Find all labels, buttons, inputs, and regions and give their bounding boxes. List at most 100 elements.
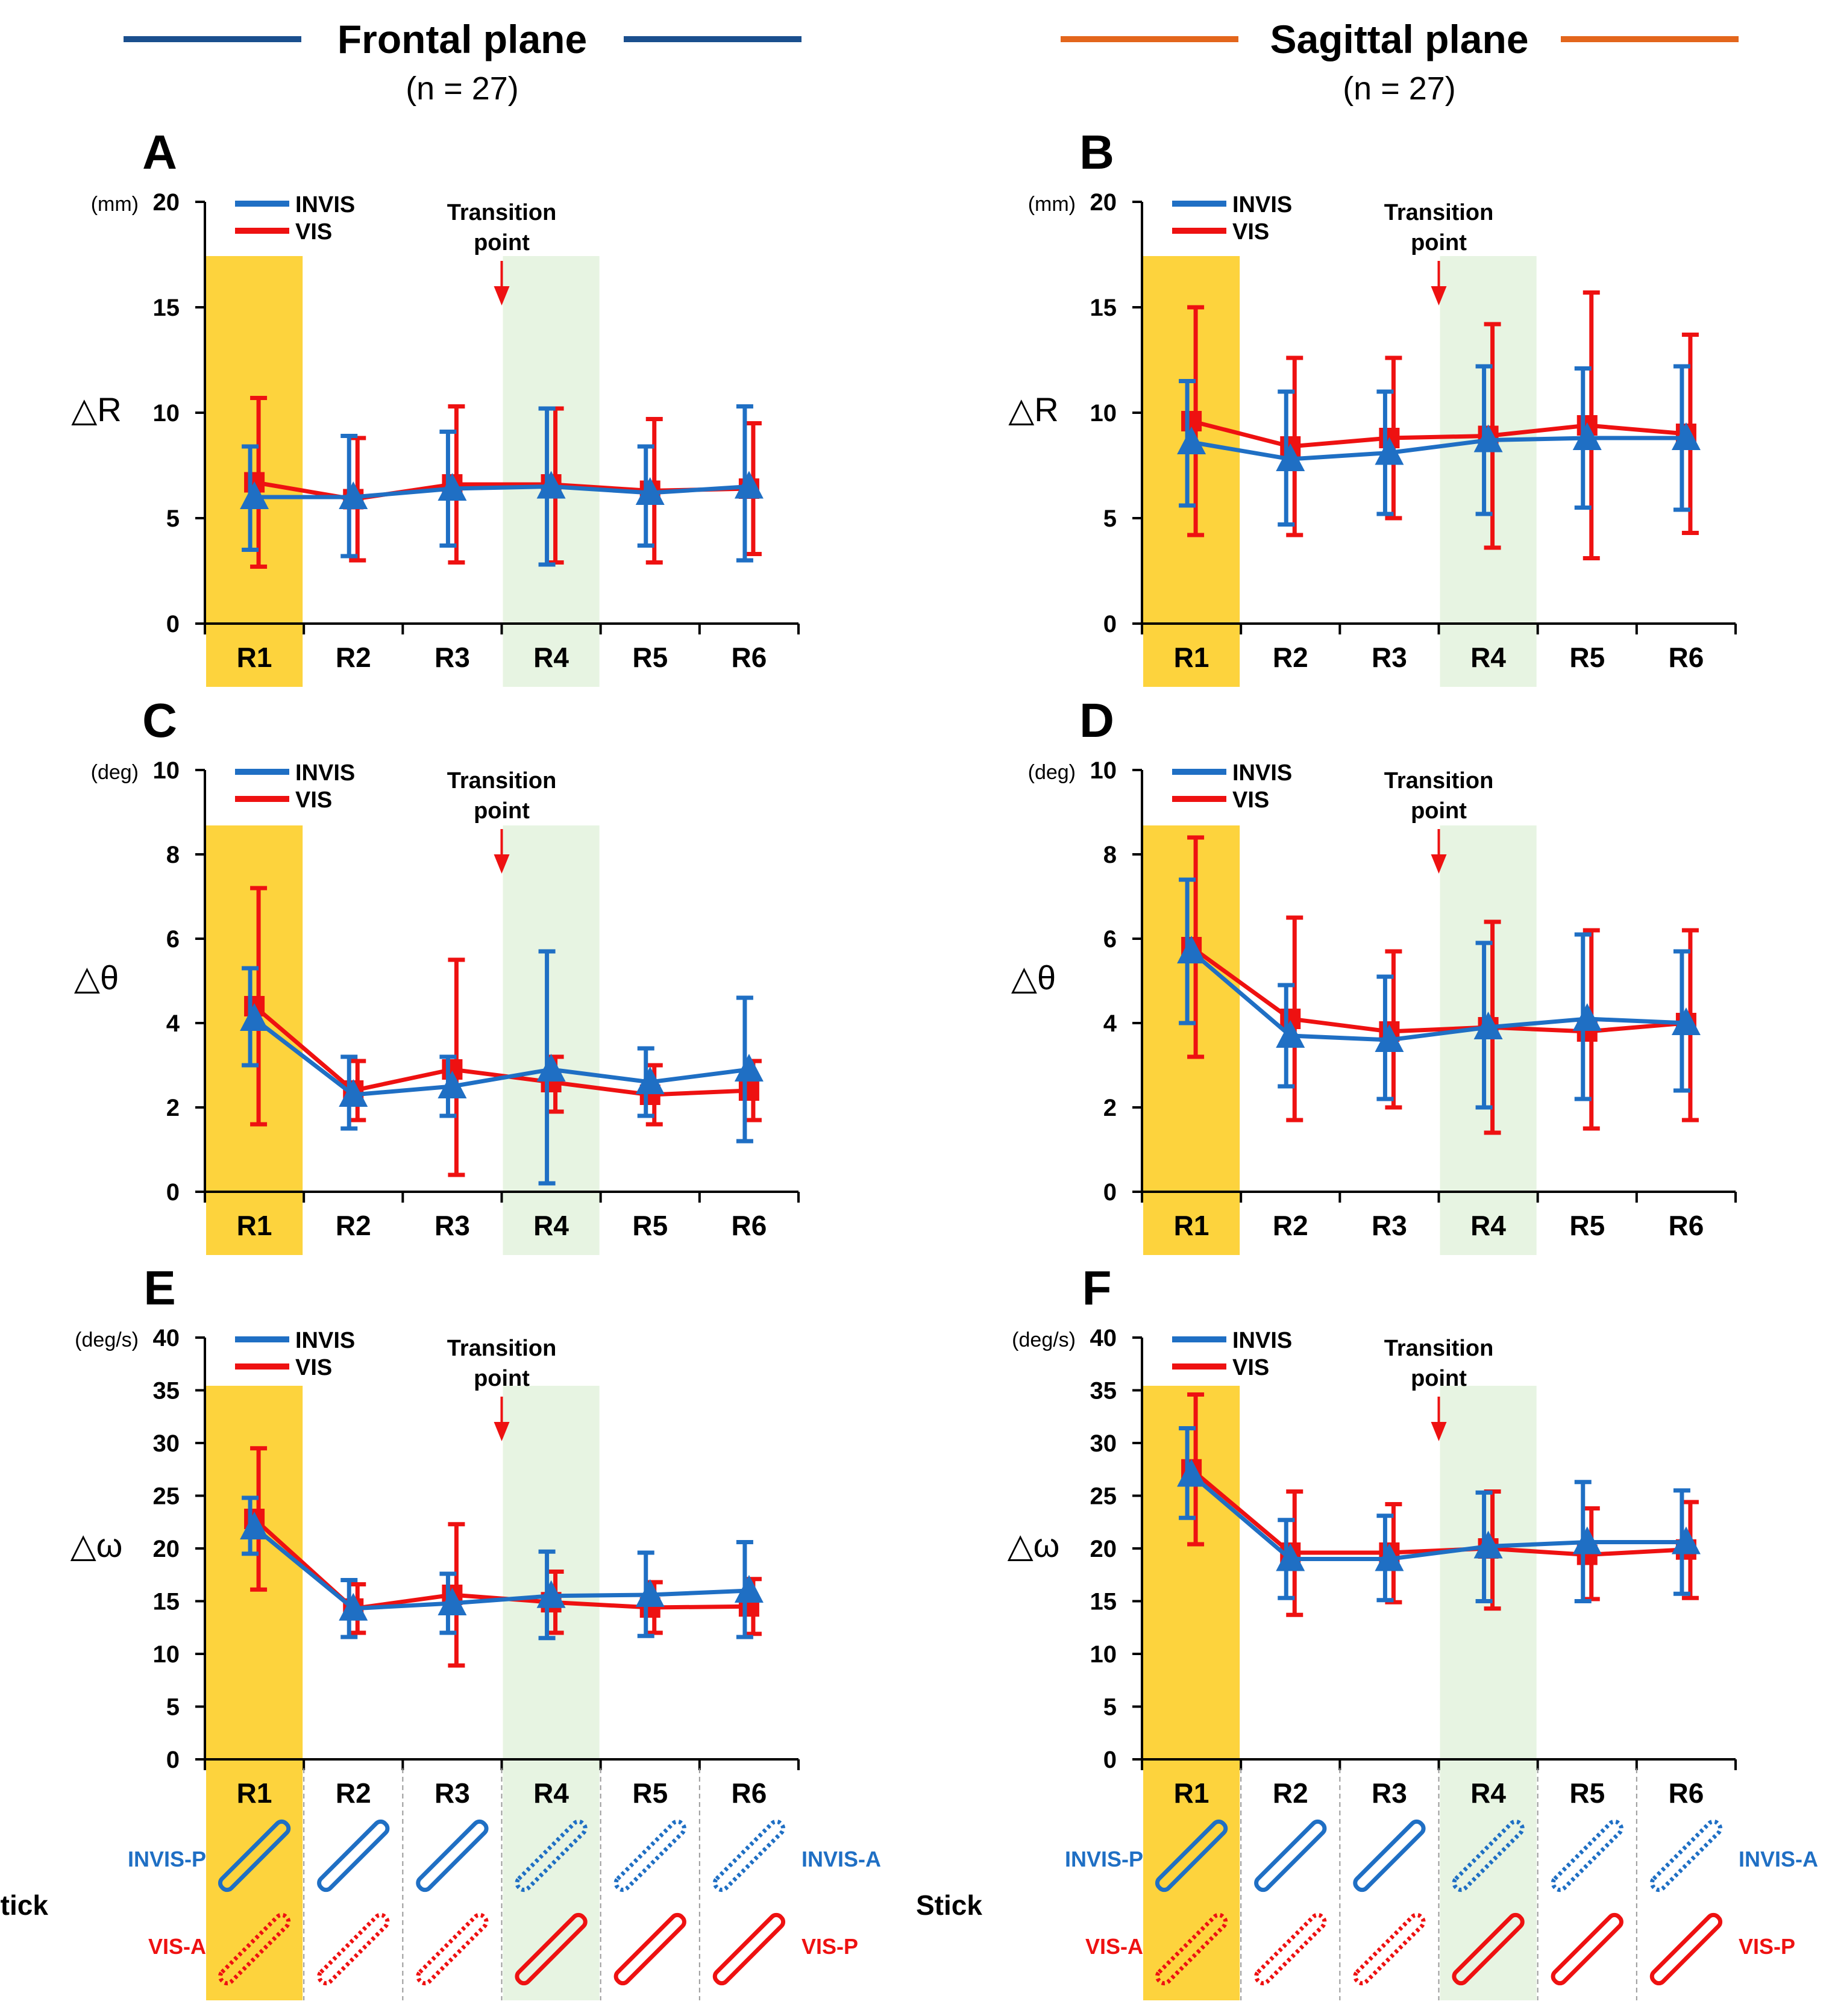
stick-outline [317, 1912, 390, 1986]
stick-outline [1649, 1819, 1723, 1892]
invis-a-label: INVIS-A [1739, 1847, 1818, 1871]
category-label: R3 [1372, 642, 1407, 673]
y-tick-label: 4 [1103, 1010, 1117, 1037]
marker-triangle [1276, 1020, 1305, 1048]
marker-triangle [1671, 422, 1701, 450]
category-label: R4 [533, 1210, 569, 1241]
highlight-r1 [206, 256, 303, 687]
marker-triangle [734, 1575, 764, 1603]
category-label: R3 [434, 642, 470, 673]
series-invis [1177, 364, 1701, 527]
series-line [253, 1017, 750, 1097]
highlight-r4 [1440, 1386, 1537, 1823]
category-label: R1 [237, 1210, 272, 1241]
category-label: R1 [1174, 1777, 1209, 1809]
panel-letter: B [1079, 125, 1114, 179]
marker-triangle [339, 1592, 368, 1621]
series-line [1190, 1473, 1686, 1561]
y-tick-label: 35 [153, 1378, 180, 1404]
unit-label: (deg/s) [75, 1329, 139, 1351]
vis-a-label: VIS-A [1085, 1934, 1143, 1959]
vis-p-label: VIS-P [1739, 1934, 1795, 1959]
invis-stick-icon [613, 1819, 686, 1892]
marker-triangle [1375, 1024, 1404, 1052]
series-line [1190, 945, 1687, 1034]
marker-triangle [635, 1066, 665, 1094]
y-tick-label: 4 [166, 1010, 180, 1037]
marker-triangle [438, 1588, 467, 1615]
panel-letter: C [142, 693, 177, 747]
y-tick-label: 0 [166, 1179, 180, 1206]
marker-triangle [1671, 1007, 1701, 1035]
legend-label-invis: INVIS [295, 1328, 355, 1353]
category-label: R2 [1273, 1777, 1308, 1809]
category-label: R6 [732, 1210, 767, 1241]
y-axis-label: △ω [1008, 1526, 1060, 1564]
y-tick-label: 20 [153, 1536, 180, 1562]
stick-outline [416, 1912, 489, 1986]
y-tick-label: 40 [1090, 1325, 1117, 1351]
category-label: R4 [1470, 1210, 1506, 1241]
marker-triangle [536, 1054, 566, 1082]
category-label: R2 [336, 1210, 371, 1241]
vis-stick-icon [317, 1912, 390, 1986]
y-tick-label: 15 [1090, 1589, 1117, 1615]
invis-stick-icon [712, 1819, 786, 1892]
y-tick-label: 5 [166, 1694, 180, 1721]
series-line [1190, 950, 1687, 1042]
highlight-r1 [1143, 256, 1240, 687]
category-label: R1 [237, 1777, 272, 1809]
transition-label: Transition [1384, 200, 1494, 225]
stick-label: Stick [916, 1889, 982, 1921]
category-label: R5 [632, 1210, 668, 1241]
frontal-header: Frontal plane (n = 27) [124, 17, 802, 107]
unit-label: (deg) [1028, 761, 1076, 784]
y-tick-label: 2 [1103, 1095, 1117, 1121]
marker-triangle [1572, 1003, 1602, 1031]
legend-label-vis: VIS [295, 787, 332, 813]
series-line [253, 1526, 750, 1611]
series-line [1191, 436, 1686, 462]
y-tick-label: 0 [1103, 1747, 1117, 1773]
y-tick-label: 0 [166, 1747, 180, 1773]
y-tick-label: 8 [166, 842, 180, 868]
y-axis-label: △θ [74, 959, 119, 997]
vis-stick-icon [515, 1912, 588, 1986]
transition-label: Transition [447, 1336, 557, 1361]
stick-outline [1353, 1912, 1426, 1986]
stick-row-sagittal: Stick INVIS-P INVIS-A VIS-A VIS-P [916, 1768, 1818, 2000]
category-label: R6 [732, 642, 767, 673]
stick-row-frontal: Stick INVIS-P INVIS-A VIS-A VIS-P [0, 1768, 881, 2000]
transition-label: Transition [1384, 768, 1494, 794]
category-label: R5 [1569, 1777, 1605, 1809]
stick-outline [1452, 1819, 1525, 1892]
y-tick-label: 35 [1090, 1378, 1117, 1404]
marker-triangle [734, 471, 764, 499]
vis-stick-icon [1649, 1912, 1723, 1986]
invis-a-label: INVIS-A [802, 1847, 881, 1871]
y-tick-label: 6 [166, 926, 180, 953]
y-tick-label: 30 [1090, 1430, 1117, 1457]
unit-label: (deg/s) [1012, 1329, 1076, 1351]
panel-e: 0 5 10 15 20 25 30 35 40 (deg/s)E △ω R1 R2 R3 R4 R5 R6 IN… [71, 1261, 800, 1823]
marker-triangle [240, 1512, 269, 1539]
transition-arrow-head [494, 854, 510, 874]
invis-stick-icon [1353, 1819, 1426, 1892]
y-tick-label: 20 [153, 189, 180, 216]
invis-stick-icon [317, 1819, 390, 1892]
y-axis-label: △θ [1011, 959, 1056, 997]
y-tick-label: 15 [1090, 295, 1117, 321]
marker-triangle [1276, 443, 1305, 471]
invis-stick-icon [1452, 1819, 1525, 1892]
transition-arrow-head [494, 286, 510, 305]
legend-label-vis: VIS [1232, 219, 1269, 245]
stick-outline [712, 1912, 786, 1986]
stick-rows: Stick INVIS-P INVIS-A VIS-A VIS-P Stick INVIS-… [0, 1768, 1818, 2000]
y-tick-label: 5 [166, 506, 180, 532]
y-tick-label: 10 [1090, 400, 1117, 427]
series-line [1191, 419, 1687, 449]
y-tick-label: 20 [1090, 1536, 1117, 1562]
transition-label: Transition [447, 768, 557, 794]
category-label: R6 [1669, 1777, 1704, 1809]
